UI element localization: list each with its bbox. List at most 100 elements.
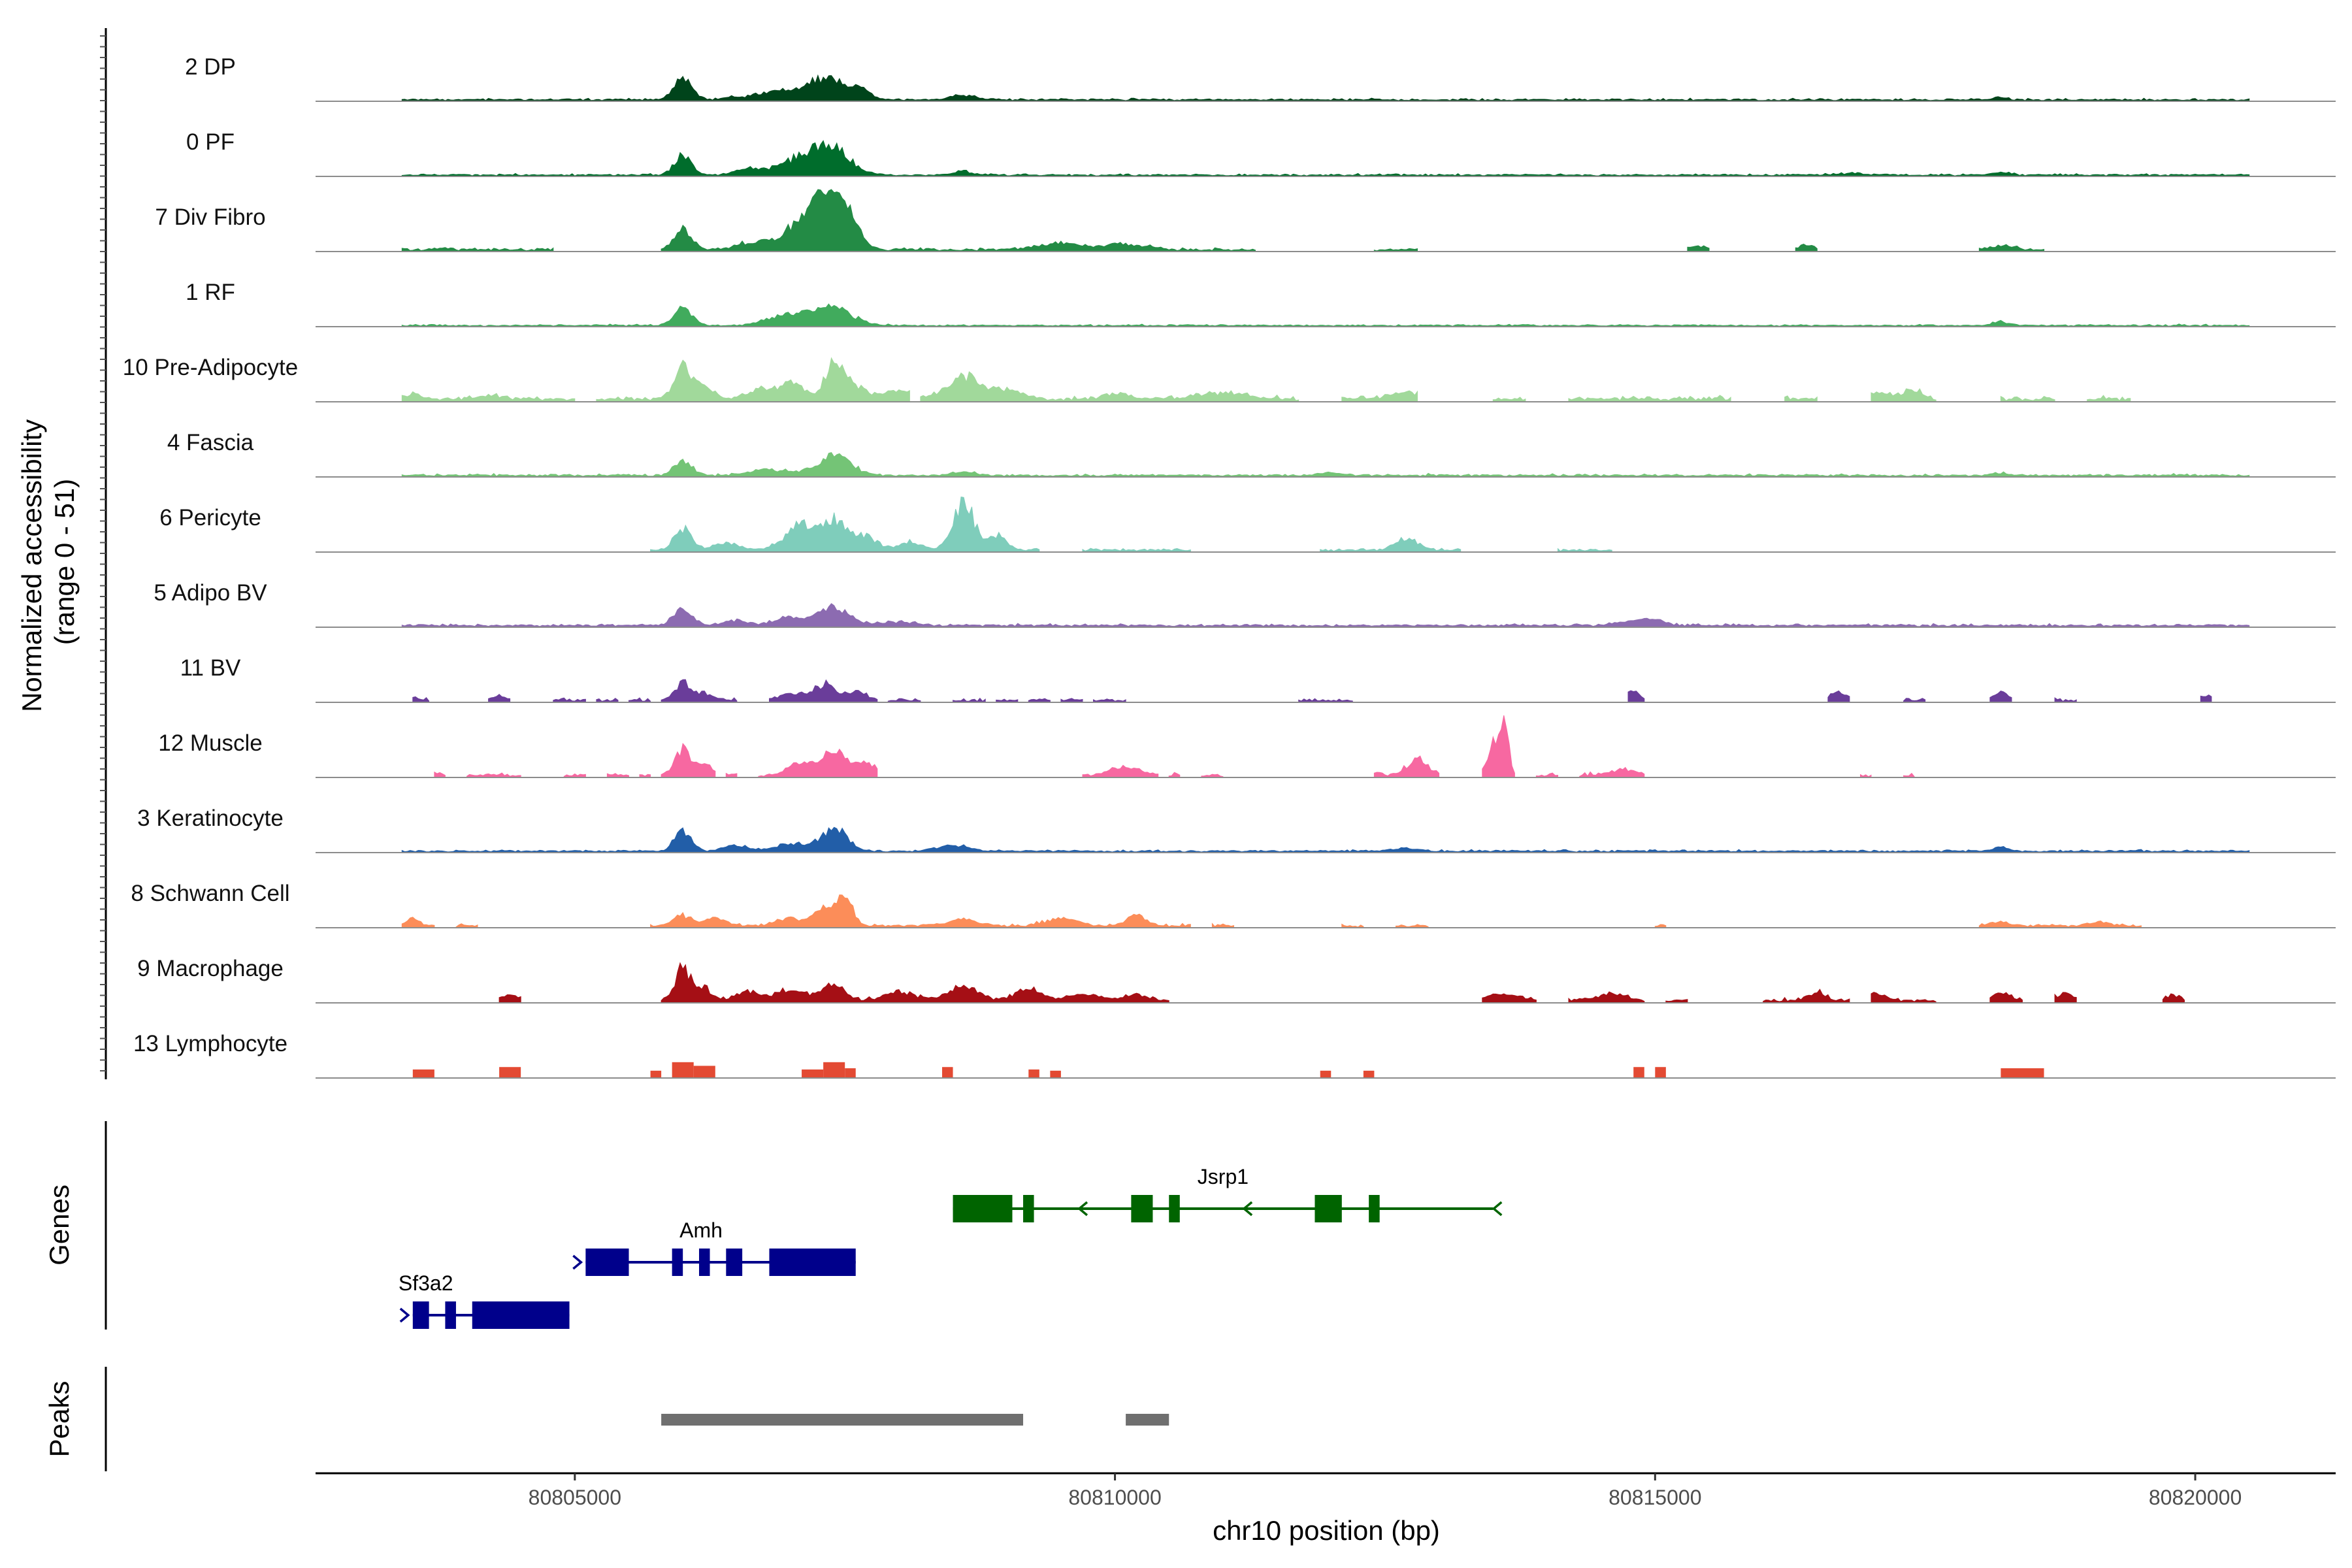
gene-jsrp1: Jsrp1 bbox=[953, 1165, 1503, 1222]
track-14: 13 Lymphocyte bbox=[133, 1031, 2336, 1079]
coverage-area bbox=[1989, 691, 2012, 703]
gene-exon bbox=[698, 1249, 710, 1276]
coverage-area bbox=[1320, 536, 1462, 553]
coverage-area bbox=[1978, 920, 2142, 928]
coverage-area bbox=[1211, 923, 1234, 928]
coverage-block bbox=[942, 1067, 953, 1078]
gene-amh: Amh bbox=[572, 1218, 856, 1276]
coverage-tracks: 2 DP 0 PF 7 Div Fibro 1 RF 10 Pre-Adipocyte 4… bbox=[123, 54, 2336, 1079]
strand-arrow bbox=[1242, 1201, 1253, 1217]
coverage-area bbox=[2087, 395, 2131, 402]
coverage-area bbox=[1784, 395, 1818, 402]
coverage-area bbox=[466, 772, 521, 778]
peak-region bbox=[1126, 1414, 1169, 1426]
track-2: 0 PF bbox=[186, 129, 2336, 177]
y-axis-title-line1: Normalized accessibility bbox=[16, 419, 47, 712]
coverage-area bbox=[2000, 395, 2055, 402]
gene-exon bbox=[672, 1249, 683, 1276]
coverage-area bbox=[401, 826, 2250, 853]
track-label: 1 RF bbox=[186, 280, 235, 305]
coverage-area bbox=[661, 679, 738, 703]
coverage-area bbox=[1060, 698, 1083, 703]
y-axis bbox=[100, 28, 107, 1079]
coverage-area bbox=[498, 994, 521, 1004]
track-label: 2 DP bbox=[185, 54, 236, 80]
gene-label: Jsrp1 bbox=[1198, 1165, 1249, 1188]
track-10: 12 Muscle bbox=[158, 715, 2336, 778]
coverage-area bbox=[953, 697, 986, 703]
coverage-area bbox=[1568, 991, 1645, 1004]
gene-exon bbox=[1131, 1195, 1153, 1222]
gene-exon bbox=[726, 1249, 743, 1276]
track-1: 2 DP bbox=[185, 54, 2336, 102]
strand-arrow bbox=[399, 1307, 410, 1323]
coverage-area bbox=[996, 698, 1019, 703]
coverage-area bbox=[1989, 992, 2023, 1004]
track-label: 3 Keratinocyte bbox=[137, 806, 284, 831]
track-label: 13 Lymphocyte bbox=[133, 1031, 287, 1056]
gene-exon bbox=[1169, 1195, 1180, 1222]
coverage-area bbox=[1482, 993, 1537, 1004]
track-label: 0 PF bbox=[186, 129, 235, 155]
coverage-area bbox=[455, 923, 478, 928]
coverage-area bbox=[553, 697, 586, 703]
coverage-area bbox=[563, 773, 586, 778]
coverage-area bbox=[1870, 388, 1936, 402]
coverage-area bbox=[769, 679, 878, 703]
coverage-block bbox=[1633, 1067, 1644, 1078]
coverage-area bbox=[1903, 698, 1926, 703]
x-tick-label: 80805000 bbox=[529, 1486, 621, 1509]
coverage-area bbox=[2054, 697, 2077, 703]
coverage-area bbox=[1341, 390, 1418, 402]
coverage-block bbox=[802, 1069, 824, 1078]
coverage-block bbox=[1050, 1070, 1061, 1078]
coverage-area bbox=[401, 603, 2250, 628]
x-tick-label: 80810000 bbox=[1068, 1486, 1161, 1509]
track-11: 3 Keratinocyte bbox=[137, 806, 2336, 853]
coverage-area bbox=[1568, 395, 1731, 402]
track-label: 4 Fascia bbox=[167, 430, 254, 455]
coverage-area bbox=[596, 698, 619, 703]
gene-exon bbox=[585, 1249, 629, 1276]
track-4: 1 RF bbox=[186, 280, 2336, 327]
coverage-area bbox=[1795, 244, 1818, 252]
coverage-block bbox=[2001, 1068, 2044, 1078]
coverage-block bbox=[823, 1062, 845, 1078]
coverage-area bbox=[1978, 244, 2045, 252]
strand-arrow bbox=[1492, 1201, 1503, 1217]
coverage-area bbox=[1627, 690, 1645, 703]
track-6: 4 Fascia bbox=[167, 430, 2336, 478]
coverage-block bbox=[1363, 1070, 1375, 1078]
coverage-area bbox=[1827, 690, 1850, 703]
peak-region bbox=[661, 1414, 1024, 1426]
track-label: 7 Div Fibro bbox=[155, 204, 265, 230]
track-label: 8 Schwann Cell bbox=[131, 881, 289, 906]
coverage-area bbox=[401, 74, 2250, 102]
gene-exon bbox=[1369, 1195, 1380, 1222]
coverage-area bbox=[596, 357, 910, 402]
x-axis-title: chr10 position (bp) bbox=[1213, 1515, 1440, 1546]
y-axis-title: Normalized accessibility (range 0 - 51) bbox=[16, 412, 80, 712]
coverage-area bbox=[1201, 774, 1224, 778]
coverage-area bbox=[661, 743, 716, 778]
coverage-area bbox=[1298, 698, 1353, 703]
gene-exon bbox=[412, 1301, 429, 1329]
gene-label: Sf3a2 bbox=[399, 1271, 453, 1295]
track-3: 7 Div Fibro bbox=[155, 189, 2336, 252]
coverage-block bbox=[499, 1067, 521, 1078]
x-tick-label: 80820000 bbox=[2149, 1486, 2242, 1509]
coverage-area bbox=[1687, 245, 1710, 252]
gene-label: Amh bbox=[679, 1218, 723, 1242]
coverage-area bbox=[1558, 547, 1612, 553]
x-axis: 80805000 80810000 80815000 80820000 bbox=[316, 1472, 2336, 1509]
track-9: 11 BV bbox=[180, 655, 2336, 703]
gene-exon bbox=[1315, 1195, 1342, 1222]
coverage-area bbox=[2054, 992, 2077, 1004]
coverage-area bbox=[1168, 772, 1181, 778]
coverage-block bbox=[1028, 1069, 1039, 1078]
coverage-area bbox=[401, 917, 435, 928]
coverage-area bbox=[434, 771, 446, 778]
coverage-area bbox=[1028, 698, 1051, 703]
coverage-block bbox=[650, 1070, 662, 1078]
